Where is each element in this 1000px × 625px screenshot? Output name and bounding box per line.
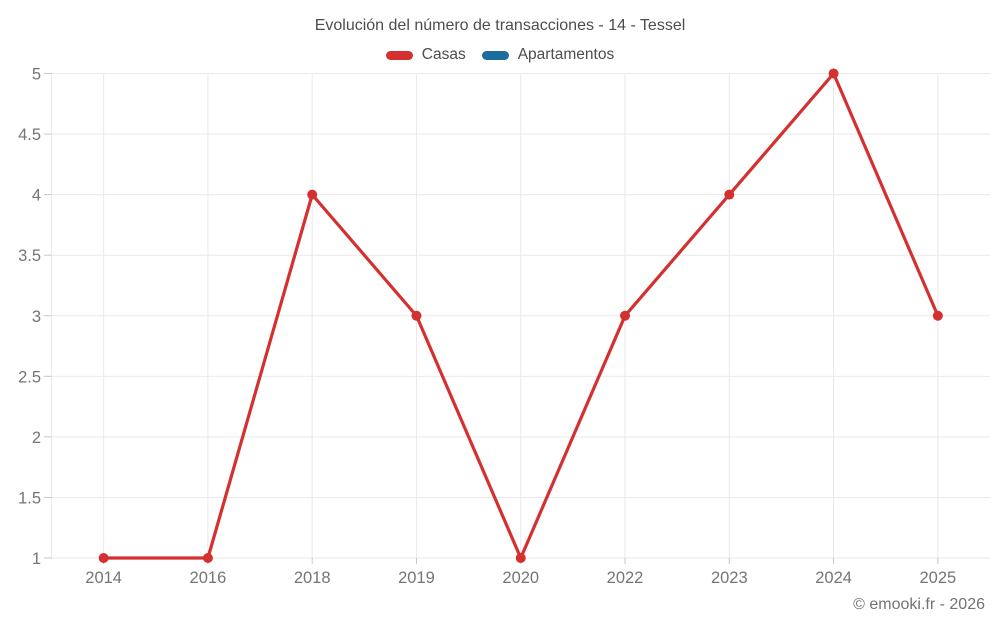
legend-swatch-apartamentos-icon xyxy=(481,50,509,60)
y-axis-tick-label: 2 xyxy=(32,429,41,447)
data-point[interactable] xyxy=(932,310,943,321)
y-axis-tick-label: 4 xyxy=(32,187,41,205)
x-axis-tick-label: 2025 xyxy=(920,569,957,587)
data-point[interactable] xyxy=(202,553,213,563)
data-point[interactable] xyxy=(828,68,839,79)
chart-title: Evolución del número de transacciones - … xyxy=(314,17,686,34)
legend-item-casas[interactable]: Casas xyxy=(385,46,466,64)
legend-label-casas: Casas xyxy=(421,46,466,63)
y-axis-tick-label: 3.5 xyxy=(18,247,41,265)
legend-swatch-casas-icon xyxy=(385,50,413,60)
series-casas xyxy=(98,68,943,563)
x-axis-tick-label: 2019 xyxy=(398,569,435,587)
x-axis-tick-label: 2022 xyxy=(607,569,644,587)
x-axis-tick-label: 2014 xyxy=(85,569,122,587)
data-point[interactable] xyxy=(307,189,318,200)
x-axis-tick-label: 2023 xyxy=(711,569,748,587)
x-axis-labels: 2014 2016 2018 2019 2020 2022 2023 2024 2025 xyxy=(85,569,956,587)
vertical-gridlines xyxy=(51,73,939,558)
y-axis-labels: 1 1.5 2 2.5 3 3.5 4 4.5 5 xyxy=(18,66,41,569)
data-point[interactable] xyxy=(724,189,735,200)
data-point[interactable] xyxy=(411,310,422,321)
y-axis-tick-label: 5 xyxy=(32,66,41,84)
y-axis-tick-label: 2.5 xyxy=(18,368,41,386)
x-axis-tick-label: 2016 xyxy=(190,569,227,587)
data-point[interactable] xyxy=(620,310,631,321)
y-axis-tick-label: 1.5 xyxy=(18,489,41,507)
y-axis-tick-label: 4.5 xyxy=(18,126,41,144)
data-point[interactable] xyxy=(98,553,109,563)
y-axis-tick-label: 1 xyxy=(32,550,41,568)
legend-label-apartamentos: Apartamentos xyxy=(517,46,615,63)
legend-item-apartamentos[interactable]: Apartamentos xyxy=(481,46,615,64)
x-axis-tick-label: 2020 xyxy=(502,569,539,587)
legend: Casas Apartamentos xyxy=(0,46,1000,64)
y-axis-tick-label: 3 xyxy=(32,308,41,326)
data-point[interactable] xyxy=(515,553,526,563)
copyright-footer: © emooki.fr - 2026 xyxy=(853,596,985,613)
x-axis-tick-label: 2018 xyxy=(294,569,331,587)
x-axis-tick-label: 2024 xyxy=(815,569,852,587)
